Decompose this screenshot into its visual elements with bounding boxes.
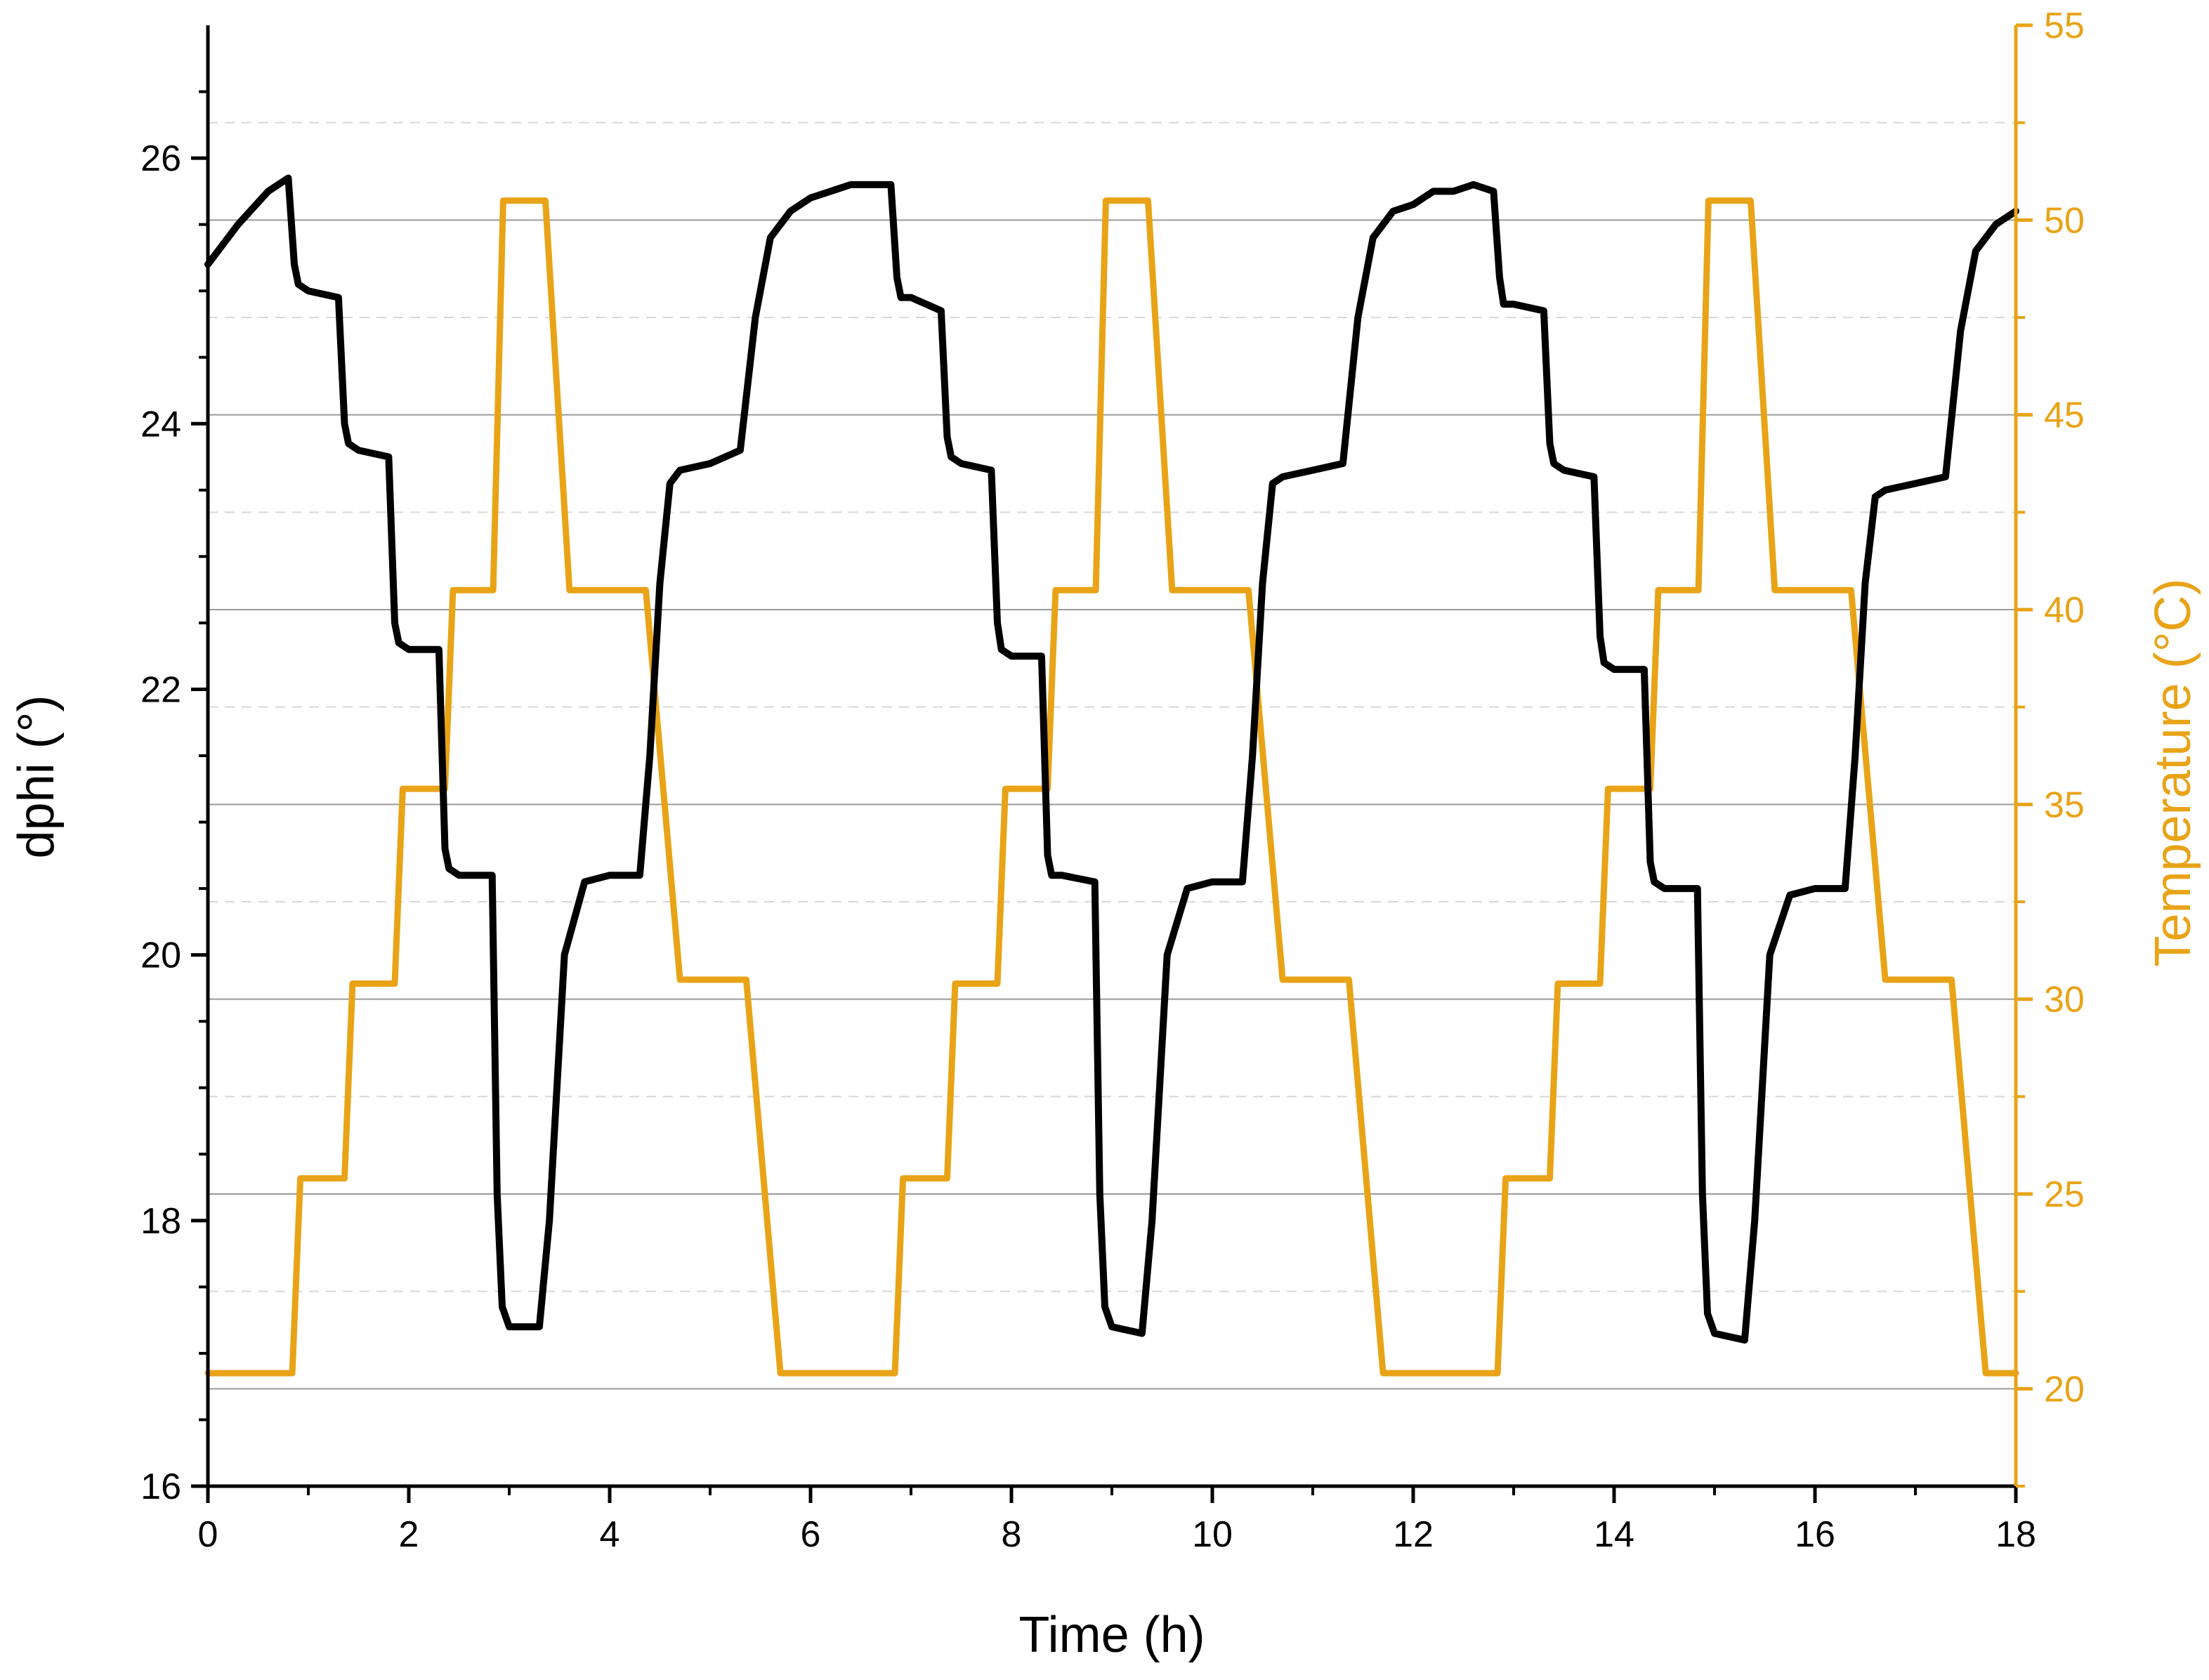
x-axis-title: Time (h) — [1018, 1607, 1205, 1663]
dphi-series-line — [204, 174, 2019, 1344]
y-tick-label: 26 — [140, 138, 181, 179]
y2-tick-label: 25 — [2044, 1174, 2085, 1215]
y2-tick-label: 40 — [2044, 590, 2085, 631]
x-tick-label: 18 — [1995, 1514, 2036, 1555]
x-tick-label: 12 — [1393, 1514, 1434, 1555]
y2-tick-label: 30 — [2044, 980, 2085, 1021]
y2-tick-label: 20 — [2044, 1369, 2085, 1410]
right-y-axis-title: Temperature (°C) — [2145, 579, 2201, 967]
x-tick-label: 14 — [1594, 1514, 1634, 1555]
y2-tick-label: 55 — [2044, 6, 2085, 46]
temperature-series-line — [204, 197, 2019, 1377]
x-tick-label: 6 — [801, 1514, 821, 1555]
y-tick-label: 24 — [140, 404, 181, 445]
x-tick-label: 2 — [399, 1514, 419, 1555]
x-tick-label: 10 — [1192, 1514, 1233, 1555]
y-tick-label: 18 — [140, 1201, 181, 1242]
x-tick-label: 16 — [1795, 1514, 1835, 1555]
x-tick-label: 0 — [198, 1514, 218, 1555]
y2-tick-label: 45 — [2044, 395, 2085, 436]
plot-series — [204, 174, 2019, 1377]
axis-ticks: 0 2 4 6 8 10 12 14 16 181618202224262025303540455… — [140, 6, 2085, 1555]
y-tick-label: 16 — [140, 1466, 181, 1507]
y2-tick-label: 50 — [2044, 200, 2085, 241]
x-tick-label: 8 — [1002, 1514, 1022, 1555]
x-tick-label: 4 — [600, 1514, 620, 1555]
y2-tick-label: 35 — [2044, 785, 2085, 825]
y-tick-label: 20 — [140, 936, 181, 976]
y-tick-label: 22 — [140, 669, 181, 710]
left-y-axis-title: dphi (°) — [8, 695, 65, 859]
grid-lines — [208, 122, 2016, 1390]
